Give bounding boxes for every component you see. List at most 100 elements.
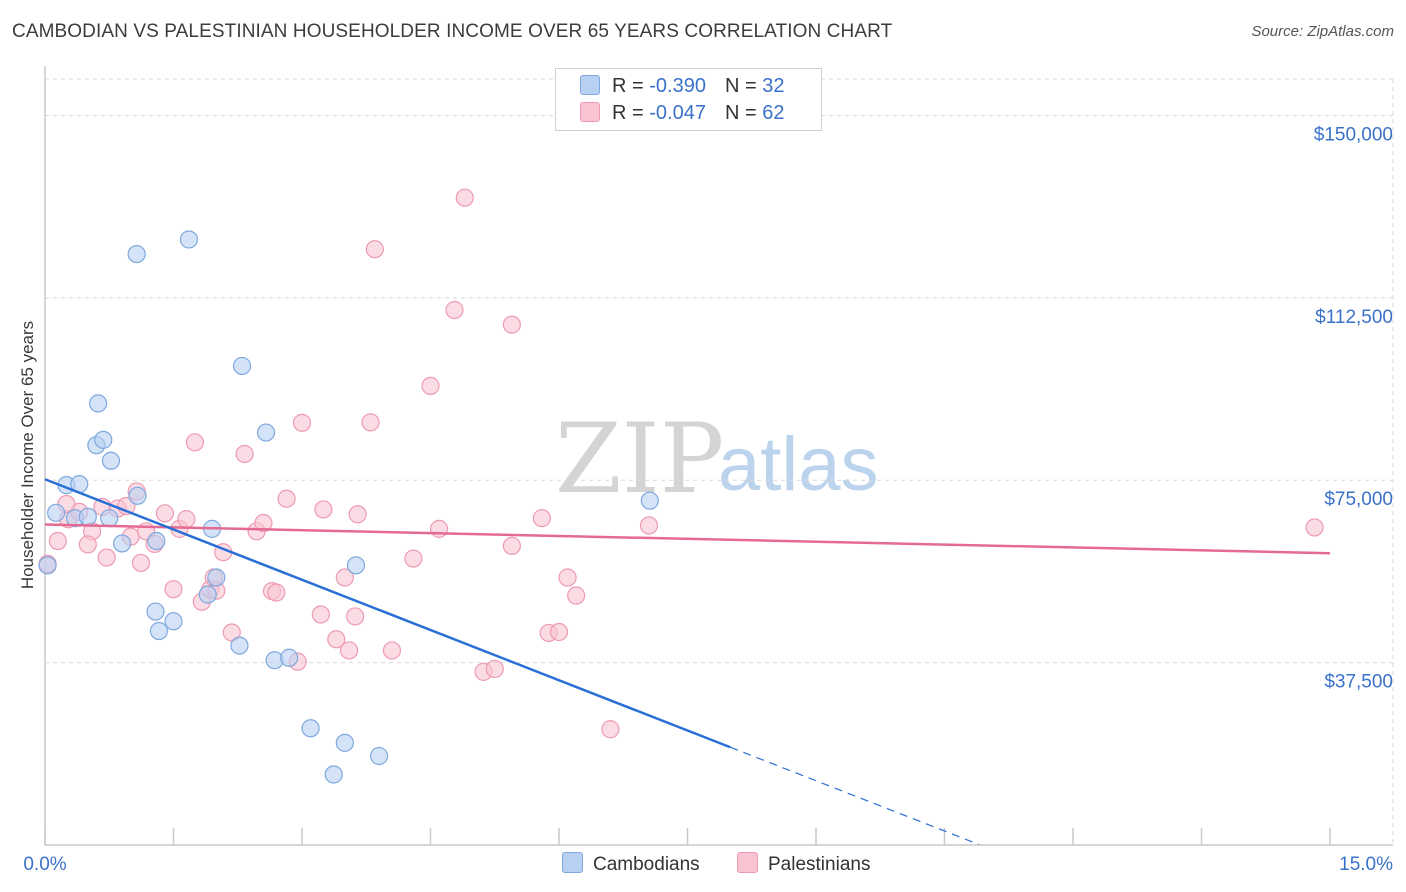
palestinian-point bbox=[314, 500, 333, 519]
palestinian-point bbox=[382, 641, 402, 660]
palestinian-point bbox=[567, 586, 586, 605]
palestinian-point bbox=[254, 513, 273, 533]
source-credit: Source: ZipAtlas.com bbox=[1251, 23, 1394, 40]
series-cambodians bbox=[38, 230, 659, 784]
legend-r-value: -0.390 bbox=[649, 75, 706, 97]
palestinian-point bbox=[639, 516, 659, 535]
cambodian-point bbox=[256, 423, 276, 442]
palestinian-point bbox=[292, 413, 312, 432]
legend-item-palestinians: Palestinians bbox=[737, 852, 870, 876]
palestinian-point bbox=[277, 489, 296, 508]
y-tick-label: $75,000 bbox=[1324, 489, 1393, 510]
palestinian-point bbox=[601, 720, 620, 739]
cambodian-point bbox=[146, 602, 165, 621]
cambodian-point bbox=[232, 356, 252, 376]
palestinian-point bbox=[335, 568, 354, 587]
legend-n-value: 62 bbox=[762, 102, 785, 124]
palestinian-point bbox=[421, 376, 440, 395]
cambodian-point bbox=[164, 612, 183, 631]
cambodian-point bbox=[335, 733, 354, 752]
palestinian-point bbox=[311, 605, 330, 624]
legend-r-label: R = bbox=[612, 102, 650, 124]
legend-r-value: -0.047 bbox=[649, 102, 706, 124]
cambodian-point bbox=[280, 648, 299, 667]
palestinians-swatch bbox=[737, 852, 758, 873]
cambodians-trendline bbox=[44, 478, 731, 749]
y-tick-label: $150,000 bbox=[1314, 124, 1393, 145]
palestinian-point bbox=[485, 659, 504, 679]
palestinian-point bbox=[78, 535, 97, 554]
cambodian-point bbox=[128, 486, 147, 505]
cambodian-point bbox=[89, 394, 108, 413]
palestinian-point bbox=[267, 583, 286, 602]
cambodians-trendline-extension bbox=[730, 746, 979, 845]
palestinian-point bbox=[235, 444, 254, 464]
legend-item-cambodians: Cambodians bbox=[562, 852, 700, 876]
palestinian-point bbox=[549, 622, 569, 642]
palestinian-point bbox=[185, 433, 205, 452]
palestinian-point bbox=[445, 300, 464, 320]
series-legend: Cambodians Palestinians bbox=[0, 852, 1406, 876]
legend-n-label: N = bbox=[724, 75, 763, 97]
chart-title: CAMBODIAN VS PALESTINIAN HOUSEHOLDER INC… bbox=[12, 21, 893, 42]
cambodian-point bbox=[112, 534, 132, 553]
watermark-zip: ZIP bbox=[555, 403, 724, 515]
palestinian-point bbox=[532, 509, 551, 528]
legend-row-cambodians: R = -0.390 N = 32 bbox=[580, 75, 784, 99]
cambodians-swatch bbox=[562, 852, 583, 873]
legend-label-palestinians: Palestinians bbox=[768, 854, 871, 875]
legend-label-cambodians: Cambodians bbox=[593, 854, 700, 875]
palestinian-point bbox=[1305, 518, 1324, 537]
palestinian-point bbox=[340, 641, 359, 660]
legend-n-value: 32 bbox=[762, 75, 785, 97]
palestinian-point bbox=[177, 510, 196, 529]
legend-row-palestinians: R = -0.047 N = 62 bbox=[580, 102, 784, 126]
series-palestinians bbox=[38, 188, 1324, 739]
palestinian-point bbox=[502, 315, 521, 334]
palestinian-point bbox=[429, 519, 449, 538]
cambodian-point bbox=[149, 621, 169, 641]
palestinian-point bbox=[365, 240, 384, 259]
cambodians-swatch bbox=[580, 75, 600, 95]
cambodian-point bbox=[101, 451, 121, 470]
legend-n-label: N = bbox=[724, 102, 763, 124]
y-tick-label: $112,500 bbox=[1315, 307, 1393, 328]
y-tick-label: $37,500 bbox=[1324, 672, 1393, 693]
cambodian-point bbox=[640, 491, 659, 510]
palestinian-point bbox=[455, 188, 474, 207]
cambodian-point bbox=[47, 503, 66, 522]
cambodian-point bbox=[78, 507, 97, 526]
palestinian-point bbox=[327, 630, 346, 649]
palestinian-point bbox=[404, 549, 423, 568]
palestinian-point bbox=[48, 531, 67, 551]
palestinian-point bbox=[155, 504, 175, 523]
cambodian-point bbox=[346, 556, 366, 575]
cambodian-point bbox=[147, 531, 166, 551]
palestinians-swatch bbox=[580, 102, 600, 122]
palestinian-point bbox=[348, 505, 367, 524]
y-axis-label: Householder Income Over 65 years bbox=[18, 320, 37, 590]
cambodian-point bbox=[38, 556, 57, 575]
x-tick-label: 0.0% bbox=[23, 854, 66, 875]
palestinian-point bbox=[131, 553, 151, 573]
cambodian-point bbox=[230, 636, 249, 655]
x-tick-label: 15.0% bbox=[1339, 854, 1393, 875]
watermark-atlas: atlas bbox=[718, 422, 879, 507]
palestinian-point bbox=[97, 548, 116, 567]
palestinian-point bbox=[502, 536, 521, 555]
cambodian-point bbox=[127, 244, 146, 264]
legend-r-label: R = bbox=[612, 75, 650, 97]
palestinian-point bbox=[558, 568, 577, 587]
palestinian-point bbox=[346, 607, 365, 626]
correlation-legend: R = -0.390 N = 32 R = -0.047 N = 62 bbox=[555, 68, 822, 131]
cambodian-point bbox=[94, 430, 113, 449]
cambodian-point bbox=[324, 765, 343, 784]
cambodian-point bbox=[207, 568, 226, 587]
palestinian-point bbox=[361, 413, 380, 432]
palestinian-point bbox=[164, 580, 183, 599]
cambodian-point bbox=[370, 746, 389, 766]
cambodian-point bbox=[301, 719, 320, 738]
palestinians-trendline bbox=[44, 523, 1331, 555]
cambodian-point bbox=[198, 585, 217, 604]
